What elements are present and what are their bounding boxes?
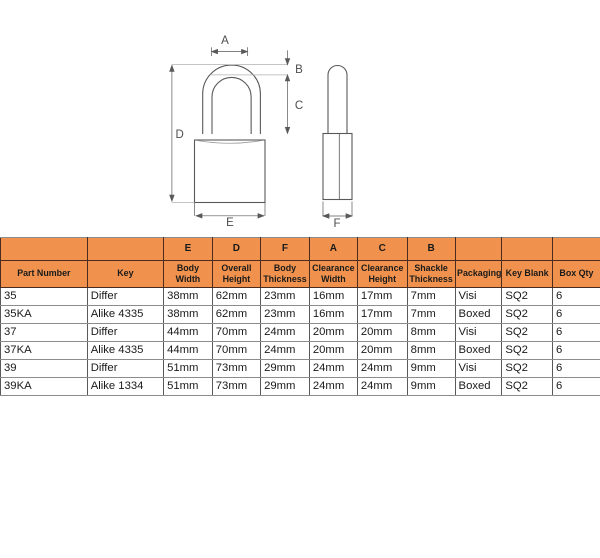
svg-text:C: C xyxy=(295,100,303,112)
svg-text:A: A xyxy=(221,35,229,47)
svg-text:E: E xyxy=(226,217,234,229)
svg-text:D: D xyxy=(176,129,184,141)
svg-text:F: F xyxy=(333,218,340,230)
svg-text:B: B xyxy=(295,64,303,76)
